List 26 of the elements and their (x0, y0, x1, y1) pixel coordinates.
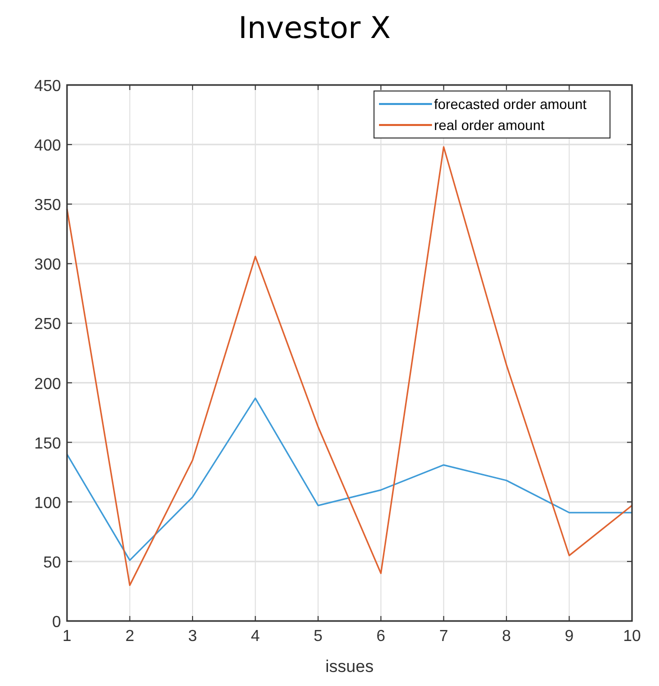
x-tick-label: 1 (62, 628, 72, 645)
x-axis-title: issues (325, 657, 374, 676)
x-tick-label: 4 (250, 628, 260, 645)
x-tick-label: 8 (502, 628, 511, 645)
x-tick-label: 9 (564, 628, 574, 645)
y-tick-label: 50 (43, 554, 62, 572)
x-tick-label: 3 (188, 628, 198, 645)
y-tick-label: 400 (34, 138, 62, 155)
x-tick-label: 5 (314, 628, 323, 645)
x-tick-label: 6 (376, 628, 386, 645)
line-series (66, 398, 633, 562)
chart-title: Investor X (238, 11, 391, 46)
line-series (66, 146, 633, 586)
legend-label: real order amount (434, 117, 545, 133)
x-tick-label: 7 (439, 628, 448, 645)
y-tick-label: 0 (52, 614, 62, 631)
x-tick-label: 2 (125, 628, 134, 645)
y-tick-label: 150 (34, 435, 62, 452)
y-tick-label: 300 (34, 256, 62, 274)
y-tick-label: 450 (34, 78, 62, 95)
x-tick-label: 10 (623, 628, 641, 645)
y-tick-label: 100 (34, 494, 62, 512)
legend-label: forecasted order amount (434, 96, 587, 112)
y-tick-label: 250 (34, 316, 62, 334)
y-tick-label: 200 (34, 376, 62, 393)
y-tick-label: 350 (34, 197, 62, 214)
